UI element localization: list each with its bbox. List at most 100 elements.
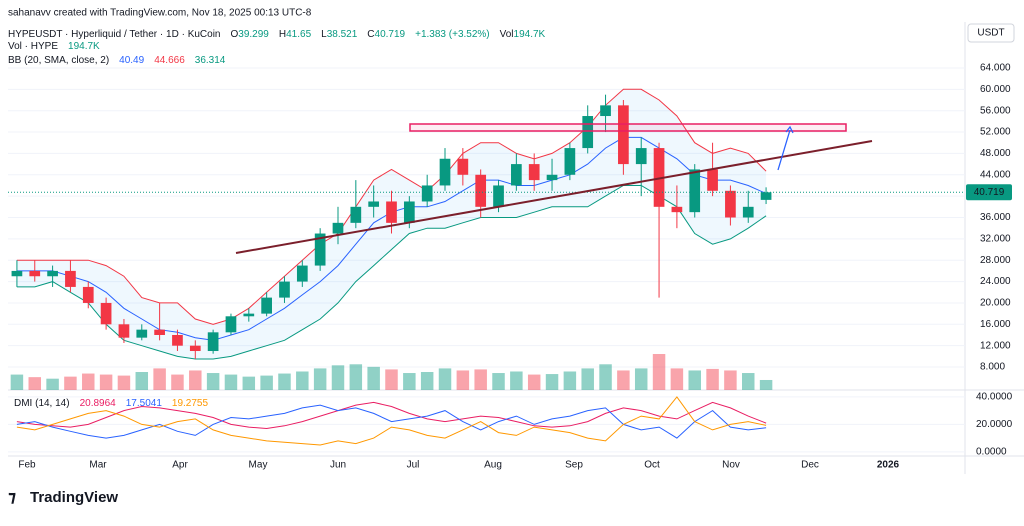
spacer (185, 55, 195, 66)
candle-body (11, 270, 23, 277)
y-tick-label: 64.000 (980, 63, 1011, 74)
candle-body (261, 297, 272, 314)
volume-bar (759, 379, 773, 390)
candle-body (421, 185, 433, 202)
candle-body (243, 313, 255, 317)
candle-body (528, 164, 540, 181)
volume-bar (652, 354, 666, 390)
volume-bar (189, 370, 202, 390)
y-tick-label: 36.000 (980, 212, 1011, 223)
candle-body (279, 281, 290, 298)
volume-bar (171, 374, 184, 390)
candle-body (475, 174, 487, 207)
candle-body (65, 270, 76, 287)
spacer (490, 29, 500, 40)
candle-body (368, 201, 380, 207)
dmi-value: 17.5041 (126, 398, 163, 409)
candle-body (82, 286, 94, 303)
x-tick-label: Apr (172, 460, 188, 471)
candle-body (653, 148, 665, 207)
y-tick-label: 20.000 (980, 298, 1011, 309)
volume-bar (117, 375, 131, 390)
volume-bar (385, 369, 398, 390)
bb-title: BB (20, SMA, close, 2) (8, 55, 109, 66)
ohlc-value: 38.521 (327, 29, 358, 40)
volume-bar (634, 368, 648, 390)
y-tick-label: 8.000 (980, 362, 1005, 373)
vol-title: Vol · HYPE (8, 41, 58, 52)
spacer (116, 398, 126, 409)
volume-bar (742, 373, 755, 390)
volume-bar (599, 364, 612, 390)
volume-bar (456, 370, 470, 390)
x-tick-label: Aug (484, 460, 502, 471)
bb-line: BB (20, SMA, close, 2) 40.49 44.666 36.3… (8, 55, 226, 66)
ohlc-letter: H (279, 29, 286, 40)
last-price-label: 40.719 (974, 187, 1005, 198)
candle-body (118, 324, 130, 338)
volume-bar (724, 370, 737, 390)
spacer (405, 29, 415, 40)
currency-label[interactable]: USDT (977, 28, 1004, 39)
vol-prefix: Vol (500, 29, 514, 40)
volume-bar (438, 368, 452, 390)
candle-body (47, 270, 58, 277)
candle-body (403, 201, 415, 223)
currency-box[interactable] (967, 23, 1015, 43)
y-tick-label: 56.000 (980, 105, 1011, 116)
candle-body (725, 190, 736, 218)
ohlc-letter: C (367, 29, 374, 40)
spacer (109, 55, 119, 66)
dmi-line (16, 396, 767, 446)
candle-body (546, 174, 558, 181)
symbol: HYPEUSDT · Hyperliquid / Tether · 1D · K… (8, 29, 221, 40)
volume-bar (296, 371, 309, 390)
spacer (162, 398, 172, 409)
y-tick-label: 28.000 (980, 255, 1011, 266)
volume-bar (99, 374, 113, 390)
candle-body (172, 334, 183, 346)
x-tick-label: Feb (18, 460, 36, 471)
candle-body (493, 185, 504, 207)
volume-bar (474, 369, 487, 390)
legend: HYPEUSDT · Hyperliquid / Tether · 1D · K… (8, 29, 546, 409)
candle-body (386, 201, 397, 223)
volume-bar (46, 378, 59, 390)
dmi-line: DMI (14, 14) 20.8964 17.5041 19.2755 (14, 398, 208, 409)
x-tick-label: Mar (89, 460, 107, 471)
logo-text: TradingView (30, 489, 118, 506)
x-tick-label: 2026 (877, 460, 900, 471)
x-tick-label: Dec (801, 460, 819, 471)
bb-value: 40.49 (119, 55, 144, 66)
change: +1.383 (+3.52%) (415, 29, 490, 40)
dmi-title: DMI (14, 14) (14, 398, 70, 409)
y-tick-label: 32.000 (980, 234, 1011, 245)
candle-body (457, 158, 469, 175)
spacer (357, 29, 367, 40)
candle-body (29, 270, 41, 277)
candle-body (689, 169, 701, 213)
volume-bar (64, 376, 77, 390)
x-tick-label: Nov (722, 460, 740, 471)
y2-tick-label: 0.0000 (976, 447, 1007, 458)
y-tick-label: 60.000 (980, 84, 1011, 95)
volume-bar (82, 373, 95, 390)
y-tick-label: 52.000 (980, 127, 1011, 138)
last-price-tag (966, 184, 1012, 201)
candle-body (707, 169, 718, 191)
ohlc-value: 40.719 (375, 29, 406, 40)
volume-bar (545, 374, 559, 390)
dmi-line (16, 401, 767, 430)
volume-bar (670, 368, 684, 390)
volume-bar (260, 375, 273, 390)
y2-tick-label: 20.0000 (976, 419, 1013, 430)
y-tick-label: 16.000 (980, 319, 1011, 330)
bb-value: 36.314 (195, 55, 226, 66)
volume-bar (706, 368, 719, 390)
candle-body (225, 316, 237, 333)
volume-bar (688, 370, 701, 390)
volume-bar (206, 373, 220, 390)
candle-body (314, 233, 326, 266)
candle-body (207, 332, 219, 352)
y-tick-label: 12.000 (980, 340, 1011, 351)
